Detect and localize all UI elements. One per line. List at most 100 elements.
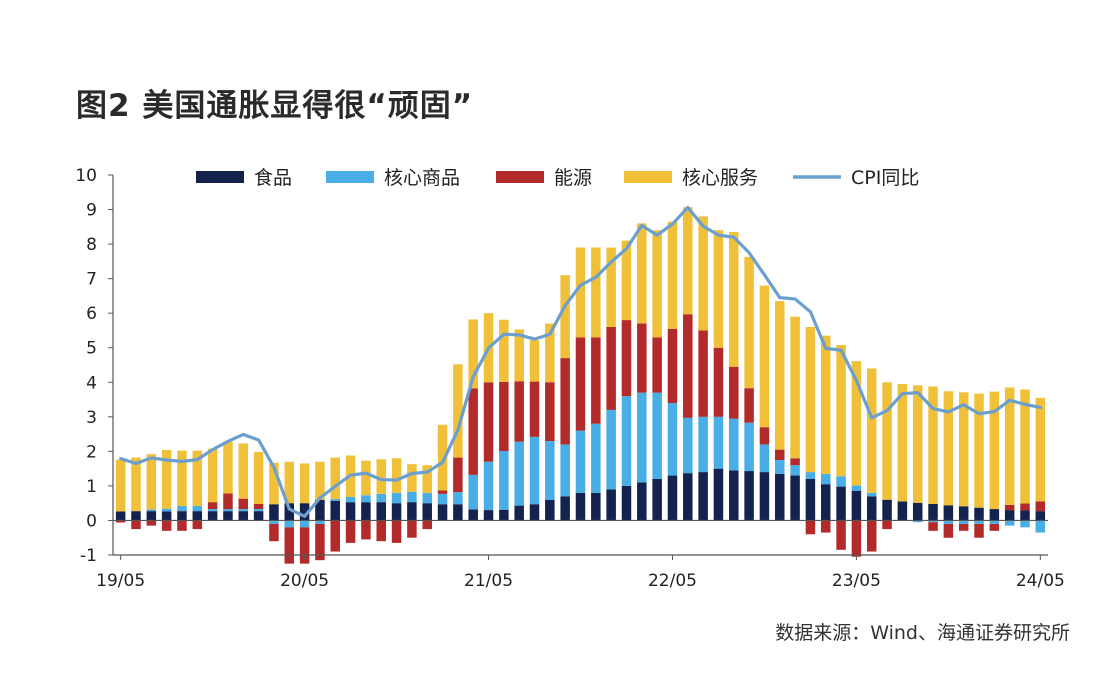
- bar-segment: [376, 502, 386, 521]
- bar-segment: [361, 520, 371, 540]
- y-tick-label: 3: [86, 408, 97, 428]
- bar-segment: [269, 504, 279, 521]
- bar-segment: [146, 520, 157, 526]
- bar-segment: [284, 520, 295, 528]
- bar-segment: [591, 337, 601, 424]
- bar-segment: [866, 492, 877, 497]
- bar-segment: [958, 392, 969, 507]
- bar-segment: [683, 207, 693, 315]
- y-tick-label: 2: [86, 442, 97, 462]
- bar-segment: [269, 520, 279, 524]
- bar-segment: [621, 396, 632, 486]
- bar-segment: [805, 327, 816, 473]
- bar-segment: [422, 520, 432, 530]
- bar-segment: [376, 493, 386, 503]
- bar-segment: [637, 392, 647, 483]
- bar-segment: [820, 335, 831, 474]
- bar-segment: [805, 479, 816, 521]
- bar-segment: [637, 223, 647, 324]
- bar-segment: [744, 471, 754, 521]
- bar-segment: [223, 493, 233, 510]
- bar-segment: [1035, 511, 1046, 521]
- bar-segment: [575, 247, 586, 338]
- bar-segment: [284, 461, 295, 504]
- y-tick-label: 8: [86, 235, 97, 255]
- x-tick-label: 21/05: [464, 571, 513, 591]
- bar-segment: [606, 409, 616, 490]
- bar-segment: [177, 450, 187, 506]
- bar-segment: [514, 329, 524, 382]
- bar-segment: [637, 323, 647, 393]
- bar-segment: [866, 520, 877, 552]
- bar-segment: [407, 520, 417, 538]
- bar-segment: [391, 503, 402, 521]
- bar-segment: [223, 509, 233, 512]
- bar-segment: [989, 391, 1000, 510]
- bar-segment: [974, 507, 984, 521]
- bar-segment: [514, 381, 524, 442]
- bar-segment: [223, 441, 233, 494]
- bar-segment: [943, 523, 954, 538]
- y-tick-label: 4: [86, 373, 97, 393]
- bar-segment: [146, 509, 157, 512]
- bar-segment: [943, 520, 954, 524]
- bar-segment: [667, 221, 678, 329]
- bar-segment: [683, 473, 693, 521]
- bar-segment: [560, 444, 570, 497]
- figure-title: 图2 美国通胀显得很“顽固”: [76, 88, 474, 124]
- bar-segment: [407, 502, 417, 521]
- bar-segment: [437, 490, 448, 494]
- bar-segment: [989, 523, 1000, 531]
- bar-segment: [192, 450, 203, 506]
- bar-segment: [131, 511, 141, 521]
- bar-segment: [330, 520, 340, 552]
- legend-label: 食品: [254, 167, 292, 189]
- bar-segment: [529, 436, 540, 505]
- bar-segment: [529, 504, 540, 521]
- legend-label: CPI同比: [851, 167, 919, 189]
- bar-segment: [238, 511, 249, 521]
- bar-segment: [253, 452, 264, 504]
- bar-segment: [836, 344, 846, 477]
- bar-segment: [437, 493, 448, 505]
- bar-segment: [391, 492, 402, 504]
- bar-segment: [820, 473, 831, 485]
- bar-segment: [851, 490, 862, 521]
- bar-segment: [499, 381, 509, 452]
- bar-segment: [545, 499, 555, 521]
- bar-segment: [698, 416, 708, 473]
- bar-segment: [453, 504, 463, 521]
- bar-segment: [759, 472, 770, 521]
- y-tick-label: 6: [86, 304, 97, 324]
- x-tick-label: 22/05: [648, 571, 697, 591]
- bar-segment: [468, 509, 478, 521]
- bar-segment: [207, 448, 218, 503]
- bar-segment: [698, 472, 708, 521]
- bar-segment: [897, 501, 908, 521]
- bar-segment: [1020, 520, 1030, 528]
- bar-segment: [238, 498, 249, 510]
- bar-segment: [499, 319, 509, 382]
- bar-segment: [468, 388, 478, 475]
- bar-segment: [499, 509, 509, 521]
- bar-segment: [683, 314, 693, 418]
- bar-segment: [958, 523, 969, 531]
- bar-segment: [560, 358, 570, 445]
- bar-segment: [361, 495, 371, 503]
- bar-segment: [943, 391, 954, 506]
- bar-segment: [545, 441, 555, 500]
- bar-segment: [943, 505, 954, 521]
- bar-segment: [345, 502, 356, 521]
- bar-segment: [729, 366, 739, 419]
- bar-segment: [407, 491, 417, 503]
- bar-segment: [192, 520, 203, 530]
- cpi-series-line: [119, 205, 1042, 518]
- bar-segment: [621, 320, 632, 397]
- y-tick-label: -1: [80, 546, 97, 566]
- bar-segment: [805, 472, 816, 479]
- bar-segment: [284, 503, 295, 521]
- bar-segment: [437, 504, 448, 521]
- bar-segment: [514, 505, 524, 521]
- bar-segment: [1020, 503, 1030, 511]
